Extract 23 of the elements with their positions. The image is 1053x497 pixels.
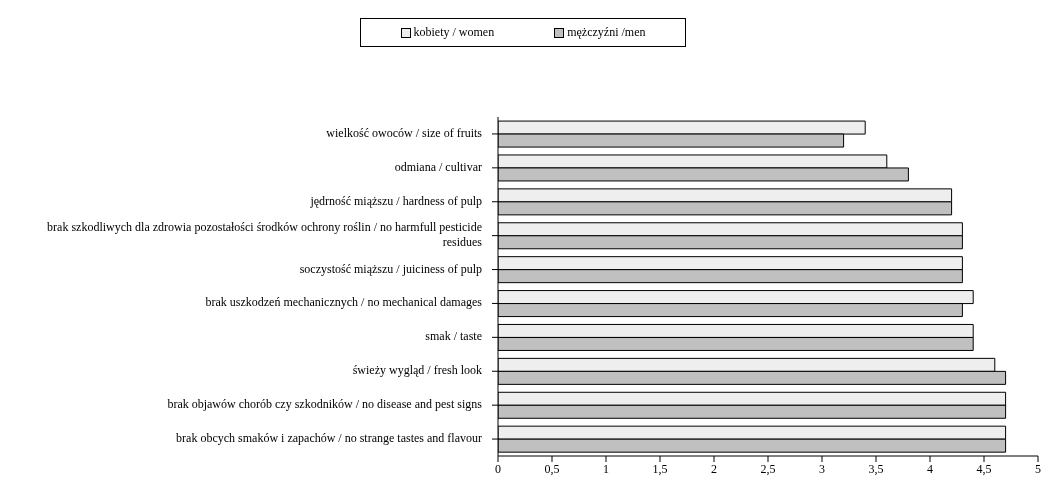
x-tick-label: 0,5 <box>544 461 560 476</box>
y-tick-label: jędrność miąższu / hardness of pulp <box>309 193 482 208</box>
y-tick-label: świeży wygląd / fresh look <box>352 363 482 377</box>
y-tick-label: brak szkodliwych dla zdrowia pozostałości środków ochrony roślin / no harmfull pesticide residues <box>47 219 483 249</box>
x-tick-label: 4 <box>927 461 933 476</box>
x-tick-label: 0 <box>495 461 501 476</box>
x-tick-label: 2,5 <box>760 461 776 476</box>
y-tick-label: soczystość miąższu / juiciness of pulp <box>299 261 482 276</box>
x-tick-label: 1,5 <box>652 461 668 476</box>
x-tick-label: 1 <box>603 461 609 476</box>
legend-label: mężczyźni /men <box>566 25 646 40</box>
x-tick-label: 3,5 <box>868 461 884 476</box>
y-tick-label: brak uszkodzeń mechanicznych / no mechanical damages <box>205 295 483 310</box>
x-tick-label: 4,5 <box>976 461 992 476</box>
y-tick-label: brak objawów chorób czy szkodników / no disease and pest signs <box>167 396 483 411</box>
x-tick-label: 2 <box>711 461 717 476</box>
y-tick-label: smak / taste <box>425 329 482 344</box>
x-tick-label: 3 <box>819 461 825 476</box>
x-tick-label: 5 <box>1035 461 1041 476</box>
legend-label: kobiety / women <box>412 25 495 40</box>
y-tick-label: odmiana / cultivar <box>394 159 482 174</box>
y-tick-label: wielkość owoców / size of fruits <box>326 125 483 140</box>
y-tick-label: brak obcych smaków i zapachów / no strange tastes and flavour <box>176 430 482 445</box>
